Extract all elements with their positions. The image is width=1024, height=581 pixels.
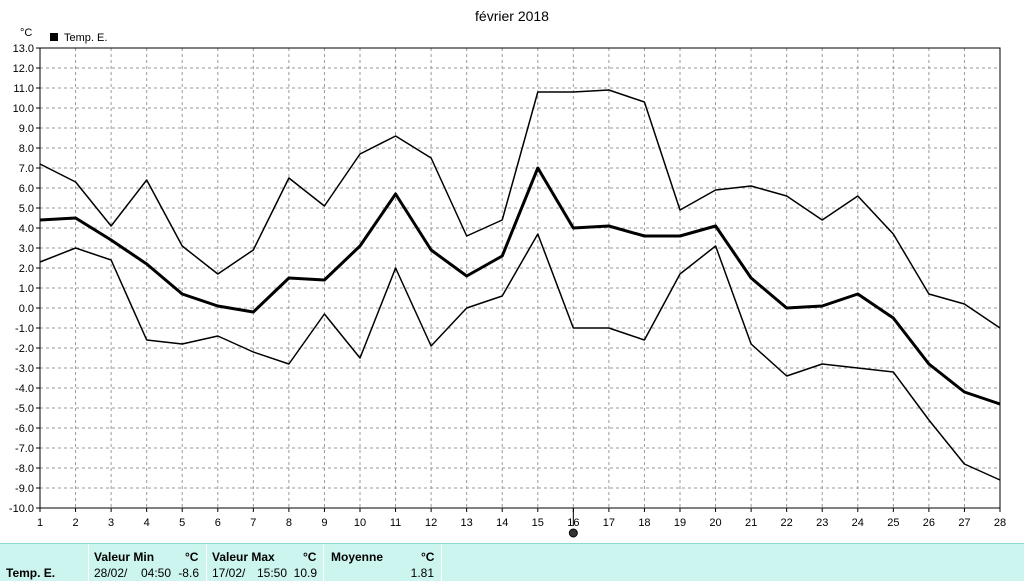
y-tick-label: 6.0 <box>19 183 34 195</box>
x-tick-label: 26 <box>923 517 935 529</box>
y-tick-label: -1.0 <box>15 323 34 335</box>
stats-row-label: Temp. E. <box>6 566 56 580</box>
series-group <box>39 89 1001 481</box>
y-tick-label: 11.0 <box>13 83 34 95</box>
x-tick-label: 4 <box>144 517 150 529</box>
y-tick-label: -7.0 <box>15 443 34 455</box>
min-value: -8.6 <box>178 566 199 580</box>
x-tick-label: 11 <box>390 517 401 529</box>
max-date: 17/02/ <box>212 566 246 580</box>
y-axis: -10.0 -9.0 -8.0 -7.0 -6.0 -5.0 -4.0 -3.0 -2.0 -1.… <box>9 43 40 515</box>
y-tick-label: -5.0 <box>15 403 34 415</box>
x-tick-label: 5 <box>179 517 185 529</box>
y-tick-label: 13.0 <box>13 43 34 55</box>
plot-frame <box>39 47 1001 509</box>
x-tick-label: 10 <box>354 517 366 529</box>
temperature-chart: février 2018 °C Temp. E. -10.0 -9.0 -8.0 -7… <box>9 8 1006 538</box>
x-tick-label: 19 <box>674 517 686 529</box>
max-value: 10.9 <box>293 566 317 580</box>
y-tick-label: 4.0 <box>19 223 34 235</box>
x-tick-label: 21 <box>745 517 757 529</box>
min-date: 28/02/ <box>94 566 128 580</box>
x-tick-label: 6 <box>215 517 221 529</box>
legend-label: Temp. E. <box>64 32 107 44</box>
x-tick-label: 1 <box>37 517 43 529</box>
max-unit: °C <box>303 550 317 564</box>
y-tick-label: 7.0 <box>19 163 34 175</box>
mean-header: Moyenne <box>331 550 384 564</box>
marker-dot <box>568 528 578 538</box>
series-line-mean <box>39 166 1001 406</box>
grid <box>39 47 1001 509</box>
y-tick-label: 12.0 <box>13 63 34 75</box>
y-tick-label: -10.0 <box>9 503 34 515</box>
x-tick-label: 22 <box>781 517 793 529</box>
x-tick-label: 13 <box>461 517 473 529</box>
x-tick-label: 9 <box>321 517 327 529</box>
x-tick-label: 8 <box>286 517 292 529</box>
x-tick-label: 28 <box>994 517 1006 529</box>
x-tick-label: 24 <box>852 517 864 529</box>
y-axis-unit: °C <box>20 27 32 39</box>
series-line-max <box>39 89 1001 329</box>
separator <box>323 544 324 581</box>
x-tick-label: 3 <box>108 517 114 529</box>
separator <box>206 544 207 581</box>
current-day-marker <box>568 508 578 538</box>
x-tick-label: 20 <box>709 517 721 529</box>
y-tick-label: -3.0 <box>15 363 34 375</box>
y-tick-label: -6.0 <box>15 423 34 435</box>
min-unit: °C <box>185 550 199 564</box>
max-time: 15:50 <box>257 566 288 580</box>
y-tick-label: -4.0 <box>15 383 34 395</box>
mean-value: 1.81 <box>410 566 434 580</box>
x-tick-label: 14 <box>496 517 508 529</box>
separator <box>88 544 89 581</box>
x-tick-label: 15 <box>532 517 544 529</box>
y-tick-label: 5.0 <box>19 203 34 215</box>
x-tick-label: 23 <box>816 517 828 529</box>
y-tick-label: 8.0 <box>19 143 34 155</box>
min-header: Valeur Min <box>94 550 155 564</box>
x-tick-label: 17 <box>603 517 615 529</box>
y-tick-label: 0.0 <box>19 303 34 315</box>
max-header: Valeur Max <box>212 550 275 564</box>
x-tick-label: 2 <box>72 517 78 529</box>
separator <box>441 544 442 581</box>
min-time: 04:50 <box>141 566 172 580</box>
legend-swatch <box>50 33 58 41</box>
x-tick-label: 18 <box>638 517 650 529</box>
series-line-min <box>39 233 1001 481</box>
y-tick-label: 9.0 <box>19 123 34 135</box>
y-tick-label: 10.0 <box>13 103 34 115</box>
y-tick-label: -2.0 <box>15 343 34 355</box>
y-tick-label: 2.0 <box>19 263 34 275</box>
mean-unit: °C <box>421 550 435 564</box>
x-tick-label: 27 <box>958 517 970 529</box>
x-axis: 1 2 3 4 5 6 7 8 9 10 11 12 13 14 15 16 17 18 19 20 21 22 23 24 2… <box>37 508 1006 529</box>
y-tick-label: -9.0 <box>15 483 34 495</box>
y-tick-label: 3.0 <box>19 243 34 255</box>
x-tick-label: 12 <box>425 517 437 529</box>
chart-title: février 2018 <box>475 8 549 24</box>
stats-panel: Temp. E. Valeur Min °C 28/02/ 04:50 -8.6… <box>0 543 1024 581</box>
y-tick-label: -8.0 <box>15 463 34 475</box>
y-tick-label: 1.0 <box>19 283 34 295</box>
x-tick-label: 7 <box>250 517 256 529</box>
x-tick-label: 25 <box>887 517 899 529</box>
